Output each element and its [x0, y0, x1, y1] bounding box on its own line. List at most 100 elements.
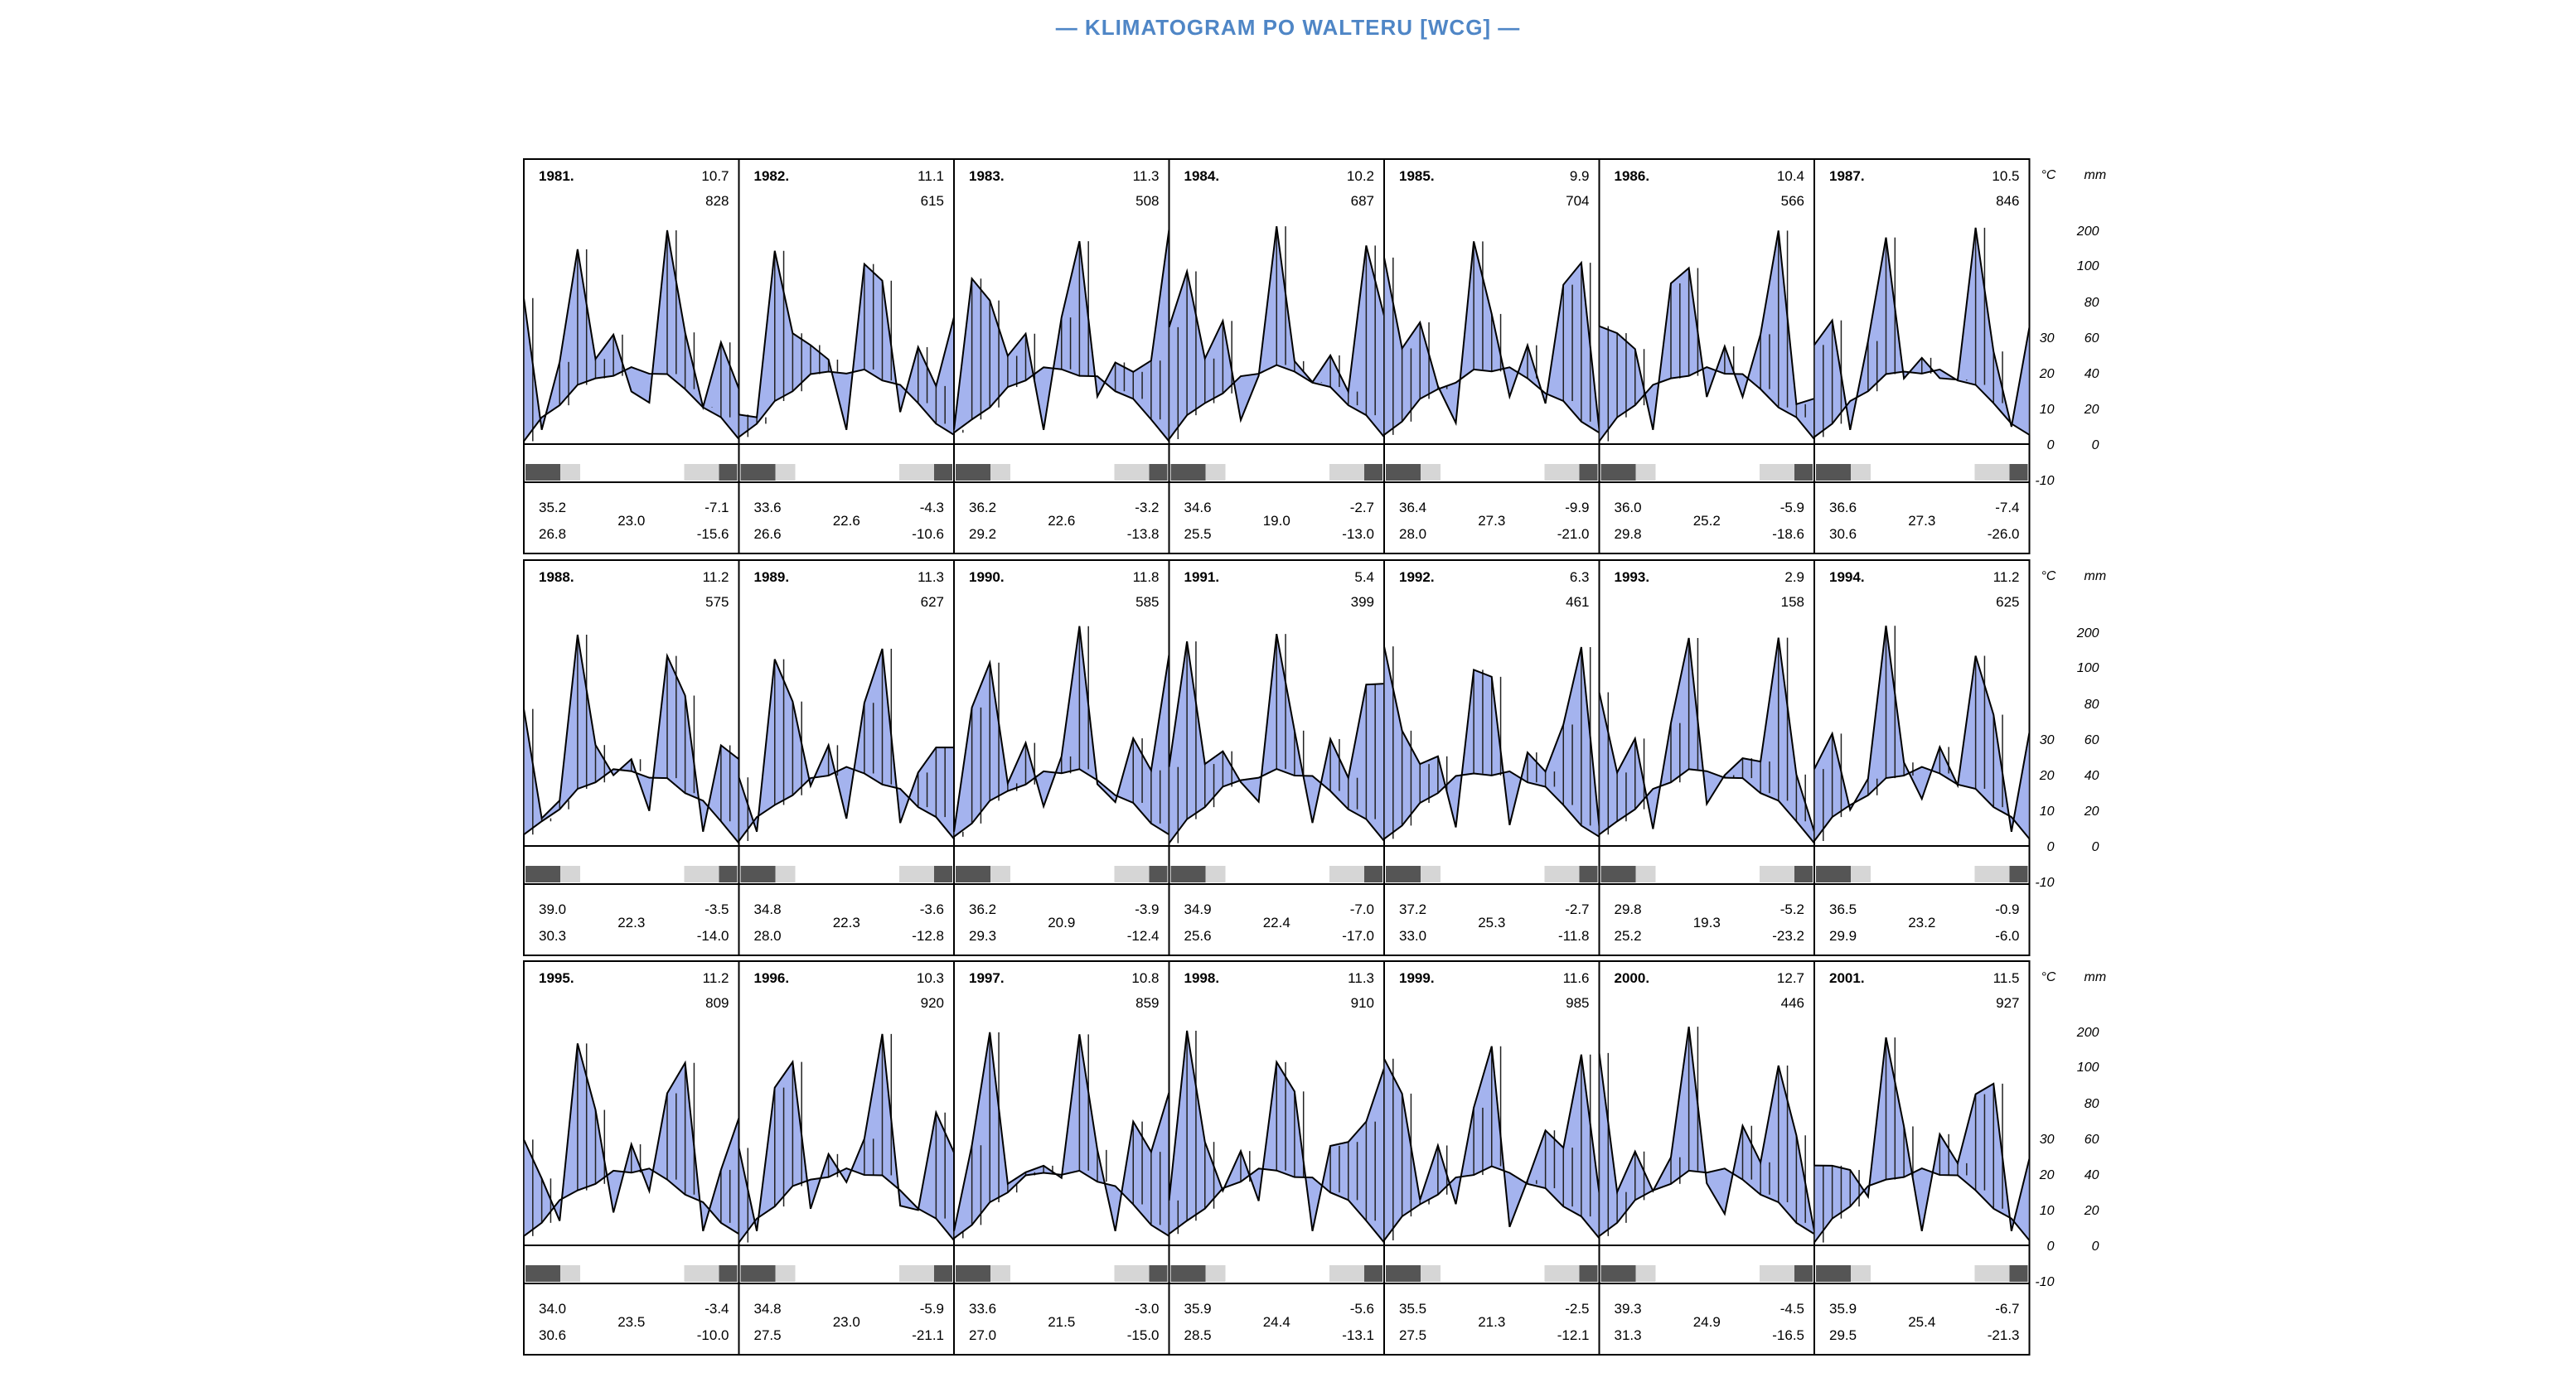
- frost-probable-bar: [1851, 464, 1871, 481]
- frost-probable-bar: [775, 866, 796, 882]
- year-label: 2000.: [1615, 970, 1650, 986]
- frost-absolute-bar: [1579, 866, 1598, 882]
- temperature-line: [1168, 364, 1385, 440]
- absolute-min-temperature: -6.7: [1995, 1301, 2019, 1317]
- annual-precipitation-value: 158: [1781, 594, 1804, 610]
- frost-absolute-bar: [1149, 464, 1168, 481]
- year-label: 1996.: [754, 970, 790, 986]
- temperature-tick-label: 30: [2040, 1133, 2055, 1147]
- year-label: 1999.: [1399, 970, 1435, 986]
- year-label: 1981.: [539, 168, 574, 184]
- temperature-tick-label: 0: [2047, 1240, 2055, 1254]
- temperature-unit-label: °C: [2041, 970, 2056, 984]
- annual-precipitation-value: 846: [1996, 193, 2019, 209]
- temperature-line: [1813, 368, 2031, 438]
- annual-precipitation-value: 927: [1996, 995, 2019, 1011]
- year-label: 1992.: [1399, 569, 1435, 585]
- climate-panel-1983: 1983. 11.3 508 36.2 29.2 22.6 -3.2 -13.8: [953, 158, 1170, 554]
- temperature-tick-label: 0: [2047, 840, 2055, 854]
- climate-panel-1995: 1995. 11.2 809 34.0 30.6 23.5 -3.4 -10.0: [523, 960, 740, 1356]
- frost-absolute-bar: [1794, 866, 1813, 882]
- temperature-line: [1813, 766, 2031, 842]
- precipitation-tick-label: 80: [2085, 296, 2099, 310]
- absolute-max-temperature: 36.6: [1829, 500, 1857, 515]
- mean-temperature-value: 11.2: [703, 970, 729, 986]
- frost-probable-bar: [775, 1265, 796, 1282]
- mean-temperature-value: 12.7: [1777, 970, 1804, 986]
- frost-absolute-bar: [1149, 1265, 1168, 1282]
- frost-probable-bar: [1421, 866, 1441, 882]
- mean-min-temperature: -12.1: [1557, 1327, 1590, 1343]
- frost-probable-bar: [1205, 1265, 1226, 1282]
- mean-min-temperature: -14.0: [697, 928, 729, 944]
- absolute-max-temperature: 39.3: [1615, 1301, 1642, 1317]
- year-label: 1989.: [754, 569, 790, 585]
- climate-panel-1988: 1988. 11.2 575 39.0 30.3 22.3 -3.5 -14.0: [523, 559, 740, 956]
- mean-max-temperature: 27.0: [969, 1327, 996, 1343]
- precipitation-tick-label: 0: [2092, 1240, 2099, 1254]
- precipitation-line: [1168, 226, 1385, 423]
- frost-probable-bar: [1635, 1265, 1656, 1282]
- temperature-line: [1383, 1165, 1600, 1241]
- frost-absolute-bar: [1579, 1265, 1598, 1282]
- temperature-tick-label: 10: [2040, 403, 2055, 417]
- temperature-tick-label: 20: [2039, 367, 2055, 381]
- year-label: 1998.: [1184, 970, 1220, 986]
- absolute-min-temperature: -2.7: [1350, 500, 1374, 515]
- temperature-range: 21.5: [1048, 1314, 1075, 1330]
- annual-precipitation-value: 910: [1351, 995, 1374, 1011]
- mean-max-temperature: 25.6: [1184, 928, 1212, 944]
- panel-frame: [1813, 960, 2031, 1356]
- frost-probable-bar: [1114, 866, 1150, 882]
- temperature-range: 23.0: [833, 1314, 860, 1330]
- frost-probable-bar: [990, 866, 1010, 882]
- mean-min-temperature: -23.2: [1772, 928, 1804, 944]
- mean-max-temperature: 28.0: [1399, 526, 1426, 542]
- temperature-unit-label: °C: [2041, 569, 2056, 583]
- climate-panel-1996: 1996. 10.3 920 34.8 27.5 23.0 -5.9 -21.1: [738, 960, 955, 1356]
- annual-precipitation-value: 687: [1351, 193, 1374, 209]
- frost-absolute-bar: [719, 866, 738, 882]
- absolute-min-temperature: -7.1: [705, 500, 729, 515]
- precipitation-line: [1598, 1026, 1815, 1231]
- climate-panel-1986: 1986. 10.4 566 36.0 29.8 25.2 -5.9 -18.6: [1598, 158, 1815, 554]
- absolute-min-temperature: -3.0: [1135, 1301, 1159, 1317]
- absolute-max-temperature: 35.9: [1184, 1301, 1212, 1317]
- frost-probable-bar: [899, 464, 934, 481]
- absolute-min-temperature: -3.2: [1135, 500, 1159, 515]
- frost-absolute-bar: [934, 1265, 952, 1282]
- mean-max-temperature: 30.6: [539, 1327, 566, 1343]
- frost-absolute-bar: [1816, 866, 1851, 882]
- year-label: 1995.: [539, 970, 574, 986]
- frost-absolute-bar: [1170, 1265, 1206, 1282]
- frost-probable-bar: [1760, 866, 1794, 882]
- temperature-line: [1598, 1167, 1815, 1237]
- frost-absolute-bar: [719, 464, 738, 481]
- absolute-max-temperature: 36.0: [1615, 500, 1642, 515]
- climate-panel-1997: 1997. 10.8 859 33.6 27.0 21.5 -3.0 -15.0: [953, 960, 1170, 1356]
- absolute-max-temperature: 34.9: [1184, 901, 1212, 917]
- temperature-line: [1168, 1167, 1385, 1244]
- temperature-range: 27.3: [1908, 513, 1935, 529]
- temperature-range: 23.0: [617, 513, 645, 529]
- precipitation-line: [1813, 626, 2031, 832]
- page-title: — KLIMATOGRAM PO WALTERU [WCG] —: [1055, 15, 1521, 40]
- absolute-min-temperature: -3.5: [705, 901, 729, 917]
- temperature-tick-label: 0: [2047, 438, 2055, 452]
- climate-panel-1990: 1990. 11.8 585 36.2 29.3 20.9 -3.9 -12.4: [953, 559, 1170, 956]
- precipitation-tick-label: 200: [2076, 626, 2099, 640]
- mean-max-temperature: 26.8: [539, 526, 566, 542]
- mean-temperature-value: 11.1: [918, 168, 944, 184]
- precipitation-tick-label: 20: [2084, 1204, 2099, 1218]
- absolute-min-temperature: -3.9: [1135, 901, 1159, 917]
- temperature-range: 25.3: [1478, 915, 1505, 930]
- precipitation-line: [523, 634, 740, 833]
- precipitation-line: [523, 1043, 740, 1232]
- annual-precipitation-value: 920: [921, 995, 944, 1011]
- annual-precipitation-value: 704: [1566, 193, 1589, 209]
- mean-min-temperature: -11.8: [1558, 928, 1590, 944]
- temperature-tick-label: 30: [2040, 733, 2055, 747]
- frost-probable-bar: [1974, 866, 2010, 882]
- climate-panel-1981: 1981. 10.7 828 35.2 26.8 23.0 -7.1 -15.6: [523, 158, 740, 554]
